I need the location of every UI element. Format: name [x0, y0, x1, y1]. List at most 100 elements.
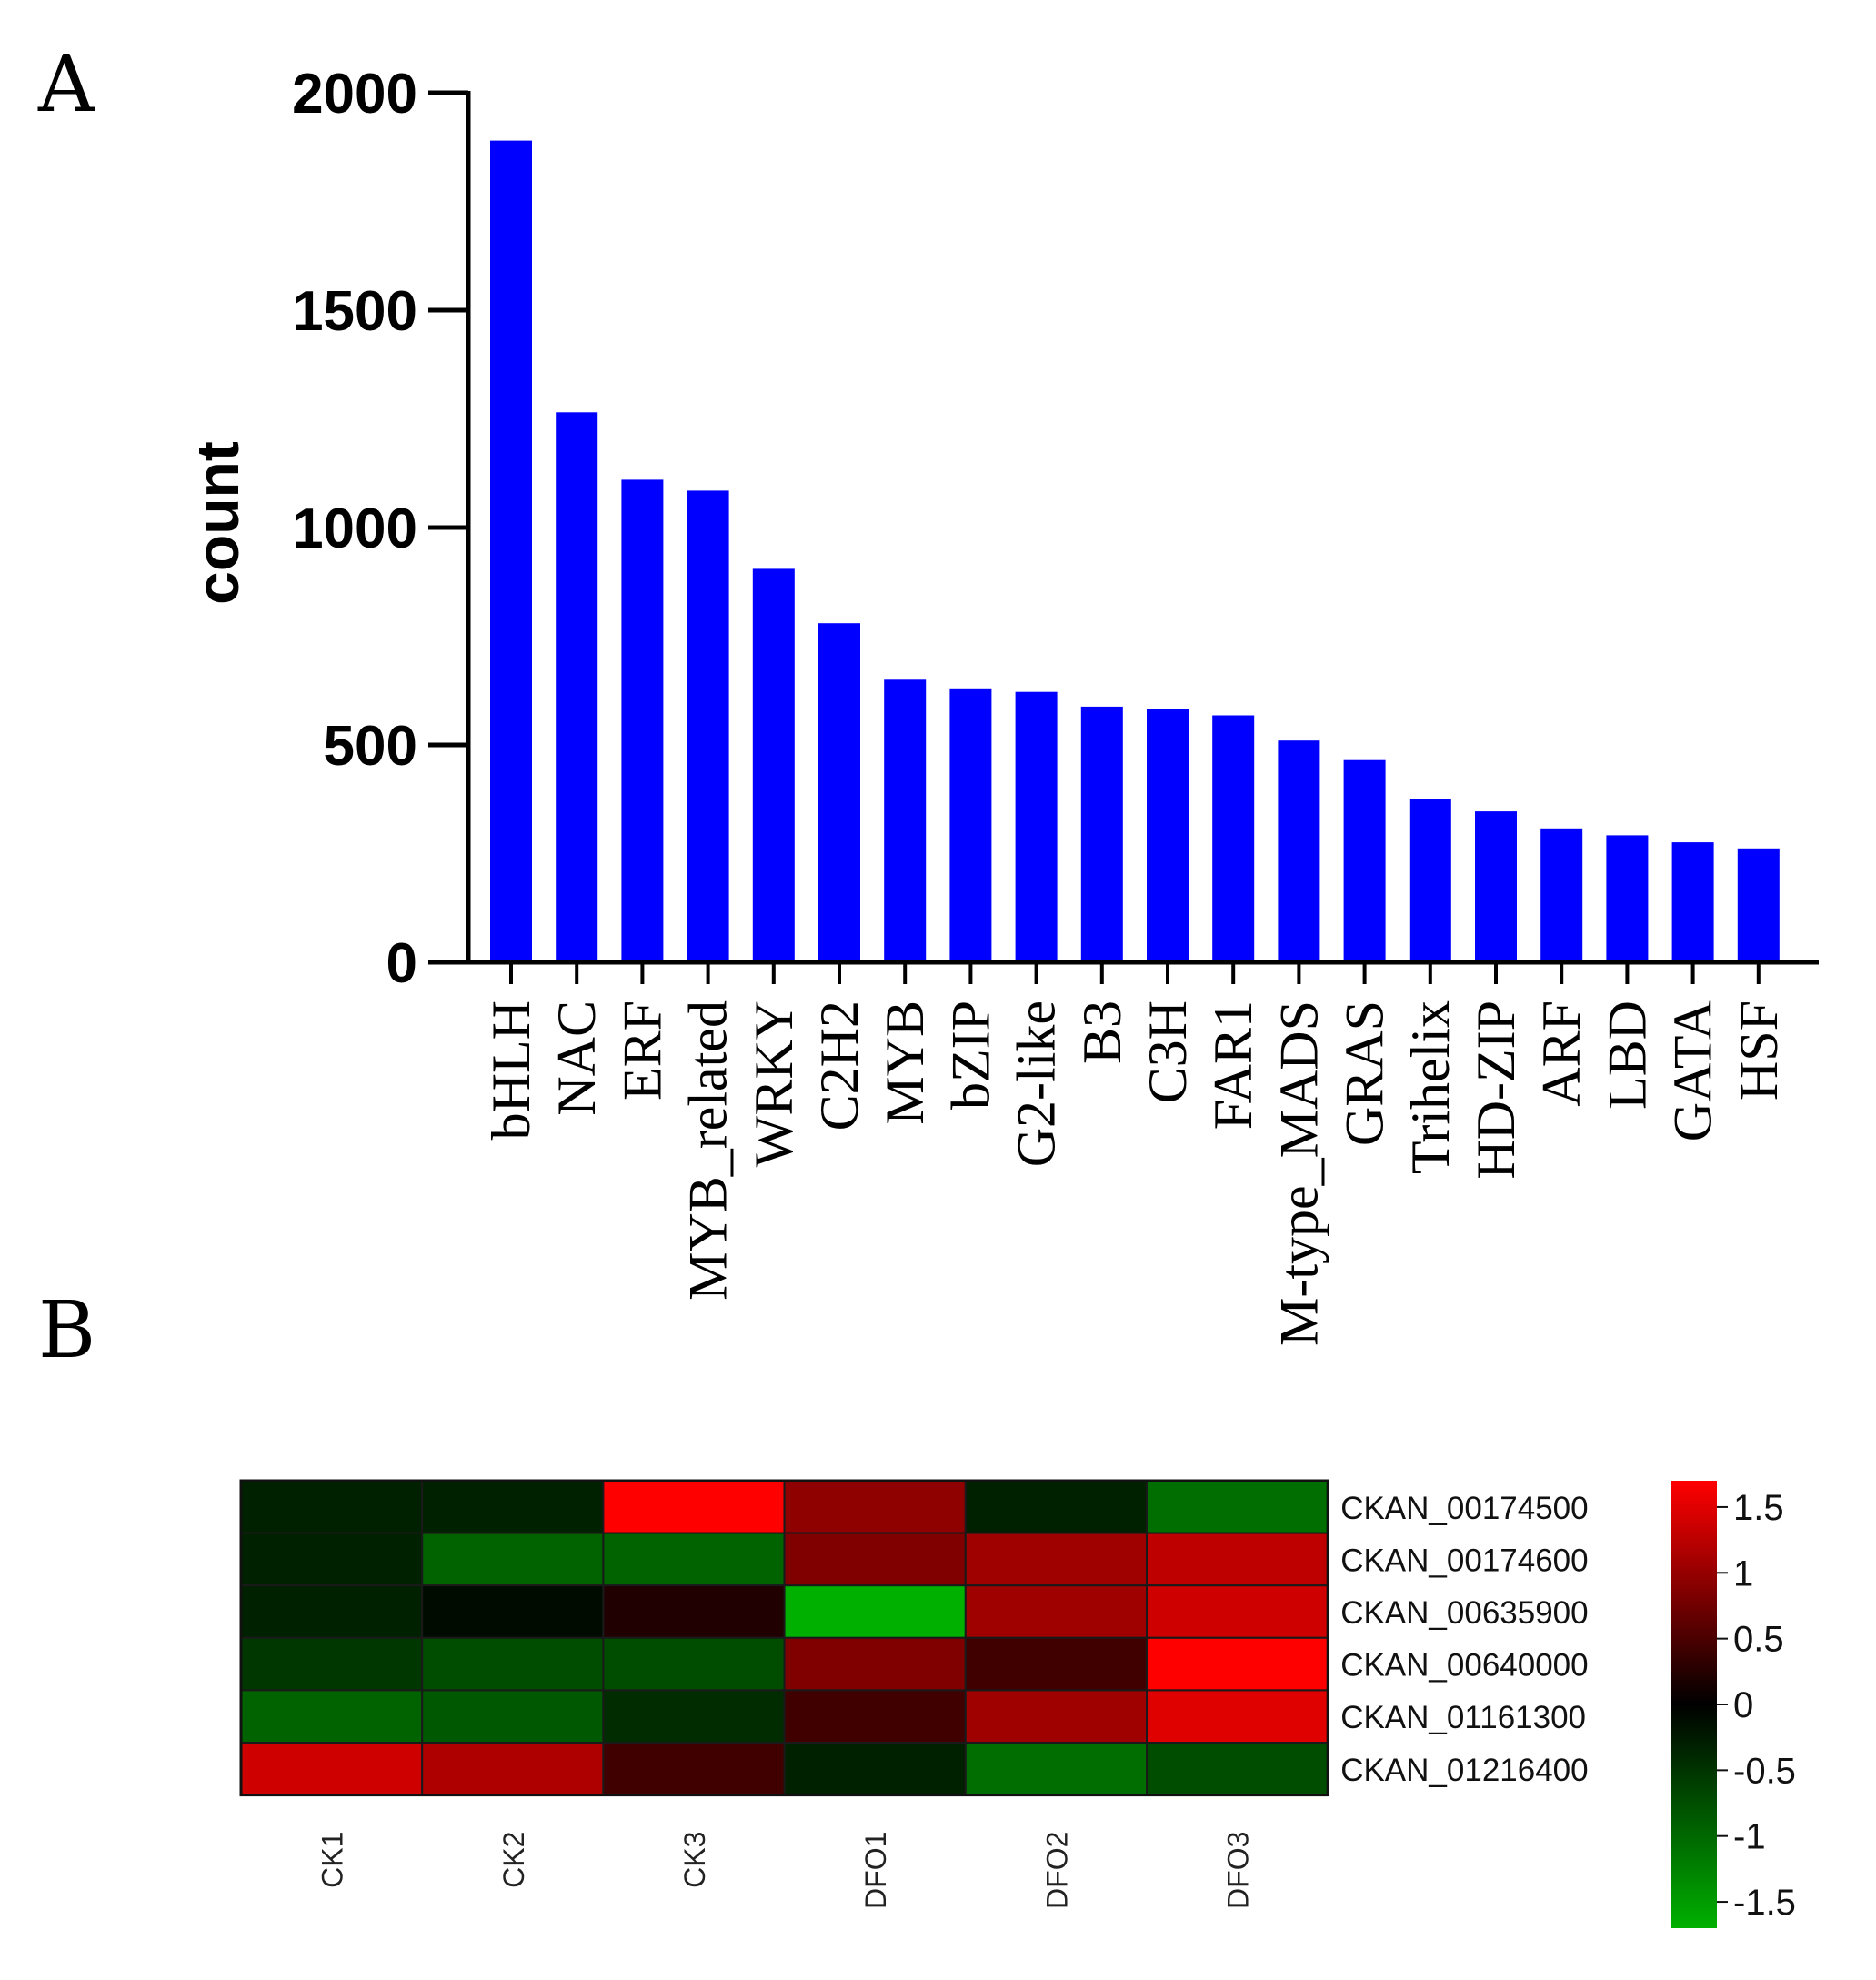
x-tick-labels: bHLH NAC ERF MYB_related WRKY C2H2 MYB bZIP G2-l…	[481, 1000, 1789, 1346]
heatmap-cell	[421, 1636, 605, 1692]
heatmap-cell	[421, 1689, 605, 1744]
bar-bzip	[949, 688, 992, 962]
heatmap-column-label: DFO1	[859, 1832, 892, 1909]
heatmap-cell	[240, 1636, 424, 1692]
heatmap-cell	[240, 1689, 424, 1744]
heatmap-cell	[783, 1532, 967, 1587]
heatmap-cell	[421, 1480, 605, 1534]
bar-wrky	[752, 568, 795, 962]
bar-chart: 0 500 1000 1500 2000 bHLH NAC ERF MYB_related WR…	[184, 63, 1819, 1346]
bar-hsf	[1737, 848, 1780, 962]
bar-myb	[884, 679, 927, 962]
heatmap-cell	[964, 1480, 1149, 1534]
bar-c2h2	[818, 623, 860, 962]
colorbar-tick-label: 0.5	[1733, 1620, 1784, 1660]
heatmap-cell	[1146, 1689, 1329, 1744]
bar-g2-like	[1015, 691, 1058, 962]
x-tick-label: MYB	[875, 1000, 935, 1125]
heatmap-cell	[1146, 1636, 1329, 1692]
heatmap-row-label: CKAN_01161300	[1340, 1700, 1586, 1735]
x-tick-label: ARF	[1531, 1000, 1591, 1107]
x-tick-label: NAC	[547, 1000, 607, 1116]
x-tick-label: MYB_related	[678, 1000, 738, 1301]
x-tick-label: HD-ZIP	[1466, 1000, 1526, 1180]
x-tick-label: bZIP	[940, 1000, 1000, 1110]
y-tick-label: 1000	[292, 498, 417, 560]
heatmap-cell	[1146, 1584, 1329, 1639]
x-tick-label: WRKY	[744, 1000, 804, 1167]
bar-m-type-mads	[1278, 740, 1320, 962]
heatmap-column-label: CK1	[316, 1832, 349, 1888]
colorbar-tick-label: -0.5	[1733, 1751, 1796, 1791]
heatmap-cell	[240, 1742, 424, 1796]
heatmap-cell	[783, 1636, 967, 1692]
heatmap-cell	[1146, 1480, 1329, 1534]
heatmap-cell	[602, 1532, 786, 1587]
heatmap-cell	[421, 1742, 605, 1796]
colorbar-tick-labels: 1.5 1 0.5 0 -0.5 -1 -1.5	[1717, 1488, 1796, 1923]
heatmap-cell	[783, 1480, 967, 1534]
x-tick-label: FAR1	[1203, 1000, 1263, 1130]
x-tick-label: ERF	[612, 1000, 672, 1101]
heatmap-cell	[964, 1742, 1149, 1796]
heatmap-cell	[1146, 1742, 1329, 1796]
y-axis-label: count	[184, 441, 251, 605]
colorbar	[1671, 1481, 1717, 1928]
heatmap-row-label: CKAN_00174600	[1340, 1543, 1588, 1578]
colorbar-tick-label: 1	[1733, 1553, 1753, 1593]
colorbar-tick-label: -1.5	[1733, 1883, 1796, 1923]
bar-b3	[1080, 706, 1123, 962]
heatmap-row-labels: CKAN_00174500 CKAN_00174600 CKAN_00635900 C…	[1340, 1491, 1588, 1788]
y-tick-label: 2000	[292, 63, 417, 126]
bar-erf	[621, 479, 664, 962]
bar-bhlh	[490, 140, 532, 963]
heatmap-cell	[964, 1636, 1149, 1692]
heatmap-row-label: CKAN_00640000	[1340, 1648, 1588, 1684]
heatmap-cell	[421, 1584, 605, 1639]
y-tick-labels: 0 500 1000 1500 2000	[292, 63, 417, 995]
x-tick-label: G2-like	[1007, 1000, 1067, 1167]
heatmap-cell	[602, 1689, 786, 1744]
heatmap-cell	[783, 1689, 967, 1744]
bar-lbd	[1606, 835, 1649, 962]
heatmap: CK1 CK2 CK3 DFO1 DFO2 DFO3 CKAN_00174500CKAN_…	[239, 1479, 1796, 1928]
heatmap-cell	[964, 1584, 1149, 1639]
x-tick-label: C3H	[1138, 1000, 1198, 1103]
heatmap-row-label: CKAN_00174500	[1340, 1491, 1588, 1526]
y-tick-label: 0	[386, 932, 417, 995]
y-tick-label: 500	[324, 715, 417, 778]
panel-label-b: B	[38, 1285, 95, 1376]
x-tick-label: M-type_MADS	[1269, 1000, 1329, 1346]
bar-myb-related	[687, 490, 729, 962]
bar-axes	[428, 90, 1819, 984]
colorbar-tick-label: 1.5	[1733, 1488, 1784, 1528]
heatmap-cell	[602, 1584, 786, 1639]
heatmap-row-label: CKAN_00635900	[1340, 1595, 1588, 1631]
heatmap-border	[239, 1479, 1329, 1797]
heatmap-cell	[964, 1532, 1149, 1587]
heatmap-cell	[240, 1532, 424, 1587]
heatmap-cell	[240, 1480, 424, 1534]
x-tick-label: B3	[1072, 1000, 1132, 1064]
bar-c3h	[1147, 709, 1189, 962]
heatmap-cell	[964, 1689, 1149, 1744]
heatmap-row-label: CKAN_01216400	[1340, 1753, 1588, 1788]
bar-series	[490, 140, 1780, 963]
bar-trihelix	[1409, 799, 1451, 963]
x-tick-label: C2H2	[809, 1000, 869, 1131]
bar-gras	[1343, 759, 1386, 962]
heatmap-column-label: DFO3	[1222, 1832, 1255, 1909]
bar-arf	[1540, 828, 1583, 962]
heatmap-column-label: CK3	[678, 1832, 711, 1888]
colorbar-tick-label: -1	[1733, 1817, 1766, 1857]
x-tick-label: HSF	[1729, 1000, 1789, 1101]
bar-gata	[1671, 842, 1714, 962]
bar-nac	[556, 412, 598, 962]
bar-far1	[1212, 715, 1255, 962]
colorbar-tick-label: 0	[1733, 1685, 1753, 1725]
heatmap-cell	[421, 1532, 605, 1587]
heatmap-column-label: CK2	[497, 1832, 530, 1888]
bar-hd-zip	[1475, 811, 1517, 962]
heatmap-cell	[1146, 1532, 1329, 1587]
